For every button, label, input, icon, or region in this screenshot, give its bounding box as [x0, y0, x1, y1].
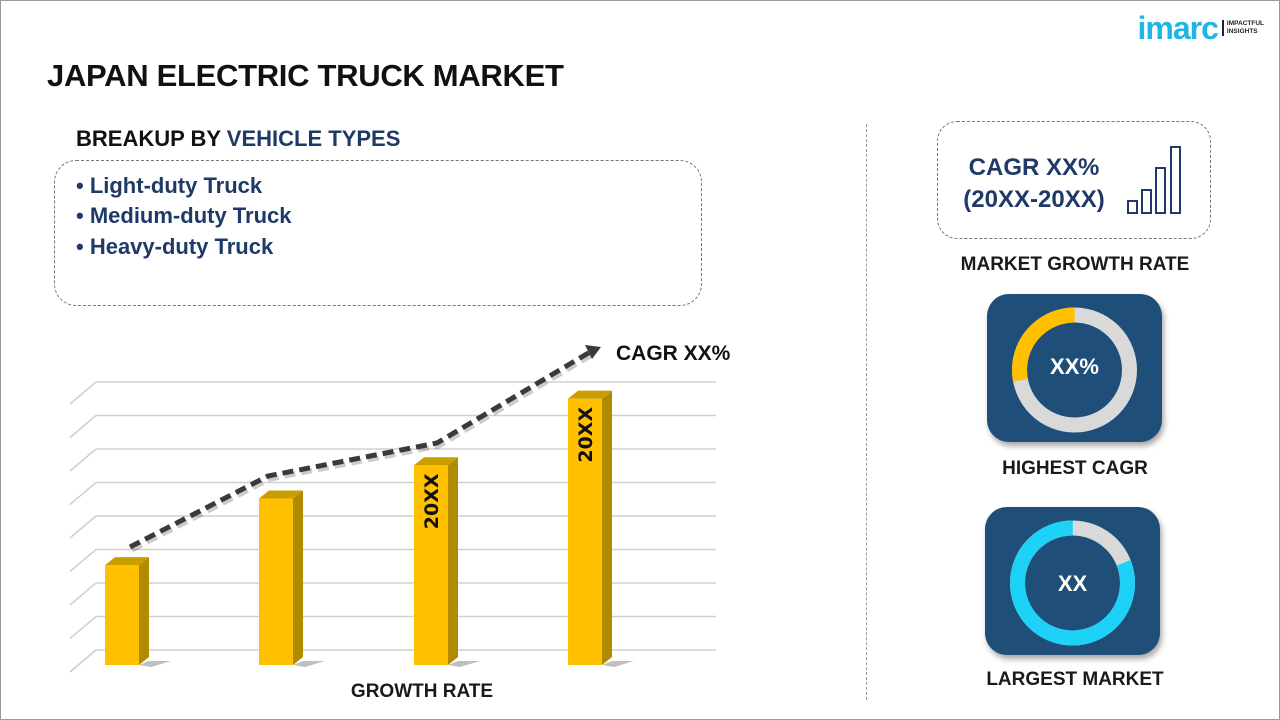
- imarc-logo: imarc IMPACTFUL INSIGHTS: [1138, 12, 1264, 44]
- bar-label: 20XX: [421, 473, 443, 529]
- trend-shadow: [130, 352, 594, 553]
- trend-arrow-icon: [585, 345, 601, 359]
- bar: [414, 465, 448, 665]
- growth-bar-chart: 20XX 20XX: [69, 345, 716, 673]
- list-item: • Medium-duty Truck: [76, 203, 292, 228]
- bar: [259, 498, 293, 665]
- page-title: JAPAN ELECTRIC TRUCK MARKET: [47, 58, 564, 93]
- highest-cagr-label: HIGHEST CAGR: [1002, 458, 1148, 479]
- bar-shadow: [448, 661, 480, 667]
- bar-side: [448, 457, 458, 665]
- market-growth-box: [937, 121, 1211, 239]
- floor-edge: [69, 649, 97, 673]
- list-item: • Light-duty Truck: [76, 173, 263, 198]
- gridline-depth: [69, 414, 97, 439]
- bar: [105, 565, 139, 665]
- list-item: • Heavy-duty Truck: [76, 234, 274, 259]
- logo-tagline: IMPACTFUL INSIGHTS: [1221, 20, 1264, 36]
- bar: [568, 398, 602, 665]
- x-axis-label: GROWTH RATE: [350, 681, 494, 702]
- donut-fill: [1012, 307, 1137, 433]
- gridline-depth: [69, 582, 97, 606]
- highest-cagr-donut: [1012, 307, 1137, 433]
- bar-top: [259, 490, 303, 499]
- logo-wordmark: imarc: [1137, 10, 1219, 46]
- vehicle-types-box: [54, 160, 702, 306]
- breakup-heading: BREAKUP BY VEHICLE TYPES: [76, 126, 400, 152]
- highest-cagr-card: XX%: [987, 294, 1162, 442]
- cagr-period: (20XX-20XX): [963, 186, 1105, 213]
- market-growth-label: MARKET GROWTH RATE: [960, 254, 1190, 275]
- bar-top: [414, 457, 458, 466]
- breakup-prefix: BREAKUP BY: [76, 126, 221, 151]
- bar-side: [293, 490, 303, 665]
- gridline-depth: [69, 381, 97, 405]
- bar-side: [602, 390, 612, 665]
- trend-line: [128, 349, 592, 550]
- gridline-depth: [69, 615, 97, 640]
- cagr-value: CAGR XX%: [968, 154, 1100, 181]
- bar-shadow: [293, 661, 325, 667]
- largest-market-value: XX: [1057, 571, 1088, 596]
- bar-shadow: [602, 661, 634, 667]
- largest-market-donut: [1010, 520, 1135, 646]
- section-divider: [866, 124, 867, 700]
- bar-growth-icon: [1127, 146, 1181, 214]
- donut-fill: [1010, 520, 1135, 646]
- gridline-depth: [69, 548, 97, 573]
- largest-market-label: LARGEST MARKET: [986, 669, 1164, 690]
- gridline-depth: [69, 481, 97, 506]
- highest-cagr-value: XX%: [1050, 354, 1099, 379]
- bar-shadow: [139, 661, 171, 667]
- largest-market-card: XX: [985, 507, 1160, 655]
- breakup-highlight: VEHICLE TYPES: [226, 126, 401, 151]
- gridline-depth: [69, 515, 97, 539]
- bar-label: 20XX: [575, 407, 597, 463]
- gridline-depth: [69, 448, 97, 472]
- bar-top: [105, 557, 149, 566]
- bar-top: [568, 390, 612, 399]
- trend-annotation: CAGR XX%: [616, 342, 731, 365]
- bar-side: [139, 557, 149, 665]
